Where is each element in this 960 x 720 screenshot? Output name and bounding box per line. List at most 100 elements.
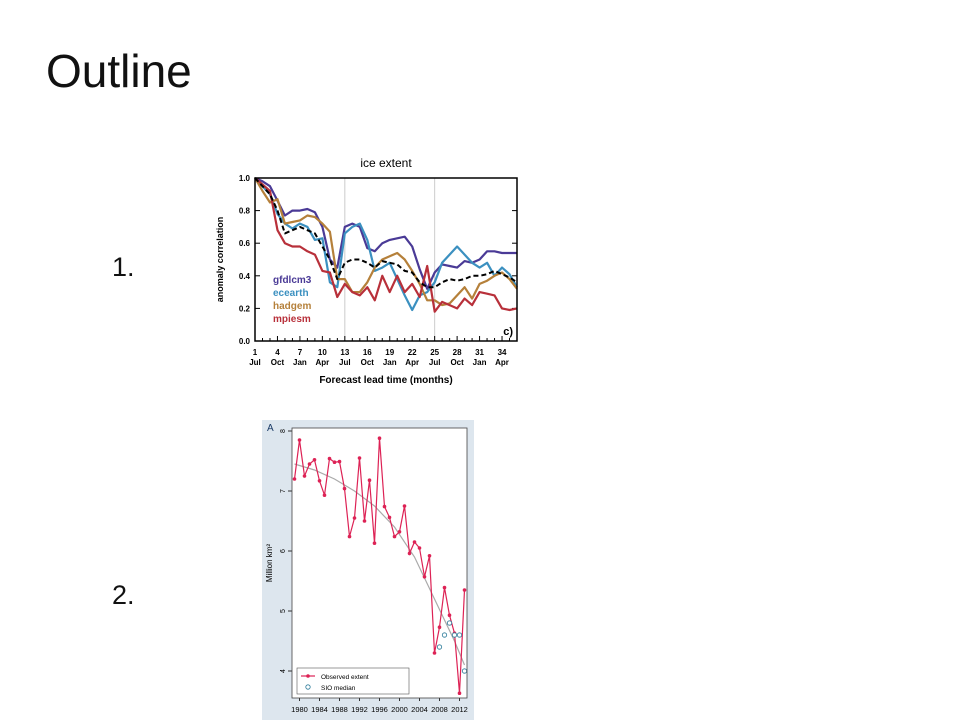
observed-point	[342, 486, 347, 491]
x-tick-label: 7	[298, 348, 303, 357]
observed-point	[427, 554, 432, 558]
observed-point	[462, 588, 467, 592]
legend-observed-label: Observed extent	[321, 674, 369, 681]
sio-median-point	[446, 620, 453, 626]
x-tick-label: 1992	[351, 705, 368, 714]
observed-point	[347, 534, 352, 539]
x-tick-label: 25	[430, 348, 439, 357]
y-tick-label: 0.6	[239, 239, 251, 248]
y-tick-label: 6	[280, 549, 287, 553]
y-tick-label: 7	[280, 489, 287, 493]
x-tick-label: 2008	[431, 705, 448, 714]
observed-point	[377, 436, 382, 440]
slide-title: Outline	[46, 45, 192, 97]
observed-point	[307, 462, 312, 466]
observed-point	[412, 540, 417, 544]
x-tick-label: 19	[385, 348, 394, 357]
legend-observed-marker	[306, 674, 310, 678]
x-tick-label: 10	[318, 348, 327, 357]
y-tick-label: 4	[280, 669, 287, 673]
x-tick-label: 34	[498, 348, 507, 357]
observed-point	[312, 458, 317, 462]
x-tick-label: 1984	[311, 705, 328, 714]
observed-point	[432, 651, 437, 655]
y-axis-label: Million km²	[265, 544, 274, 583]
observed-point	[302, 474, 307, 478]
sio-median-point	[436, 644, 443, 650]
observed-point	[382, 504, 387, 509]
list-number-1: 1.	[112, 252, 135, 282]
plot-frame	[291, 427, 468, 699]
panel-label: A	[267, 423, 274, 434]
observed-point	[372, 541, 377, 545]
x-tick-label: 1988	[331, 705, 348, 714]
x-tick-label: 1980	[291, 705, 308, 714]
series-line-hadgem	[254, 177, 518, 307]
x-tick-label: 31	[475, 348, 484, 357]
x-tick-sublabel: Oct	[450, 358, 464, 367]
observed-point	[397, 530, 402, 534]
x-tick-sublabel: Jan	[473, 358, 487, 367]
observed-point	[322, 493, 327, 497]
observed-point	[327, 456, 332, 461]
y-tick-label: 0.8	[239, 207, 251, 216]
x-tick-label: 28	[453, 348, 462, 357]
x-tick-sublabel: Jul	[249, 358, 261, 367]
x-tick-label: 22	[408, 348, 417, 357]
series-line-ecearth	[254, 177, 518, 312]
y-tick-label: 0.2	[239, 304, 251, 313]
x-tick-label: 1	[253, 348, 258, 357]
sio-median-point	[461, 668, 468, 674]
observed-point	[442, 585, 447, 590]
x-axis-label: Forecast lead time (months)	[319, 375, 452, 386]
x-tick-sublabel: Apr	[495, 358, 509, 367]
series-line-mpiesm	[254, 177, 518, 313]
observed-point	[387, 515, 392, 520]
sio-median-point	[441, 632, 448, 638]
x-tick-label: 16	[363, 348, 372, 357]
observed-point	[362, 519, 367, 523]
ice-extent-chart: ice extent0.00.20.40.60.81.01Jul4Oct7Jan…	[215, 156, 518, 386]
y-tick-label: 1.0	[239, 174, 251, 183]
observed-point	[437, 625, 442, 629]
observed-point	[297, 438, 302, 442]
x-tick-label: 13	[340, 348, 349, 357]
legend-sio-label: SIO median	[321, 685, 356, 692]
x-tick-label: 2004	[411, 705, 428, 714]
x-tick-sublabel: Oct	[361, 358, 375, 367]
legend-entry: gfdlcm3	[273, 275, 312, 286]
x-tick-label: 1996	[371, 705, 388, 714]
y-tick-label: 5	[280, 609, 287, 613]
x-tick-sublabel: Jul	[429, 358, 441, 367]
legend-sio-marker	[305, 684, 311, 690]
observed-point	[337, 459, 342, 464]
sio-median-point	[451, 632, 458, 638]
x-tick-sublabel: Jul	[339, 358, 351, 367]
legend-box	[296, 667, 410, 695]
list-number-2: 2.	[112, 580, 135, 610]
series-line-gfdlcm3	[254, 176, 517, 290]
observed-point	[392, 534, 397, 539]
legend-entry: ecearth	[273, 288, 309, 299]
trend-curve	[294, 463, 466, 666]
chart-title: ice extent	[360, 156, 412, 170]
observed-point	[292, 477, 297, 481]
observed-point	[317, 479, 322, 483]
observed-point	[332, 460, 337, 464]
panel-label: c)	[503, 326, 513, 338]
x-tick-label: 2012	[451, 705, 468, 714]
plot-area	[292, 428, 467, 698]
plot-frame	[254, 177, 518, 342]
observed-point	[422, 575, 427, 579]
legend-entry: hadgem	[273, 301, 311, 312]
y-axis-label: anomaly correlation	[215, 217, 225, 303]
x-tick-label: 2000	[391, 705, 408, 714]
observed-point	[417, 546, 422, 550]
y-tick-label: 0.0	[239, 337, 251, 346]
sio-median-point	[456, 632, 463, 638]
observed-point	[352, 516, 357, 520]
y-tick-label: 8	[280, 429, 287, 433]
x-tick-sublabel: Jan	[383, 358, 397, 367]
observed-point	[457, 691, 462, 695]
